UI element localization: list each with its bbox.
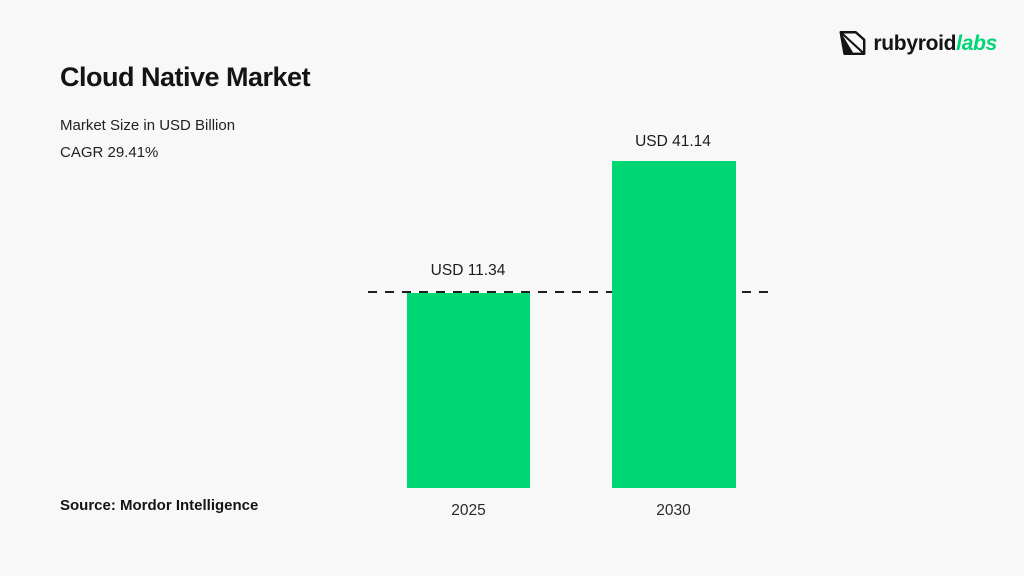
bar-2025: [407, 293, 530, 488]
bar-value-label-2025: USD 11.34: [430, 262, 506, 279]
chart-subtitle: Market Size in USD Billion: [60, 117, 236, 134]
cagr-label: CAGR 29.41%: [60, 144, 159, 161]
origami-gem-icon: [837, 29, 867, 58]
brand-logo: rubyroidlabs: [837, 29, 997, 58]
brand-name-text: rubyroid: [873, 31, 957, 55]
dashed-reference-line: [368, 291, 768, 293]
source-attribution: Source: Mordor Intelligence: [60, 497, 259, 514]
brand-name: rubyroidlabs: [873, 32, 997, 56]
x-axis-label-2025: 2025: [451, 502, 486, 519]
x-axis-label-2030: 2030: [656, 502, 691, 519]
bar-2030: [612, 161, 736, 488]
bar-value-label-2030: USD 41.14: [635, 133, 711, 150]
brand-suffix-text: labs: [956, 31, 997, 55]
page-title: Cloud Native Market: [60, 62, 311, 92]
